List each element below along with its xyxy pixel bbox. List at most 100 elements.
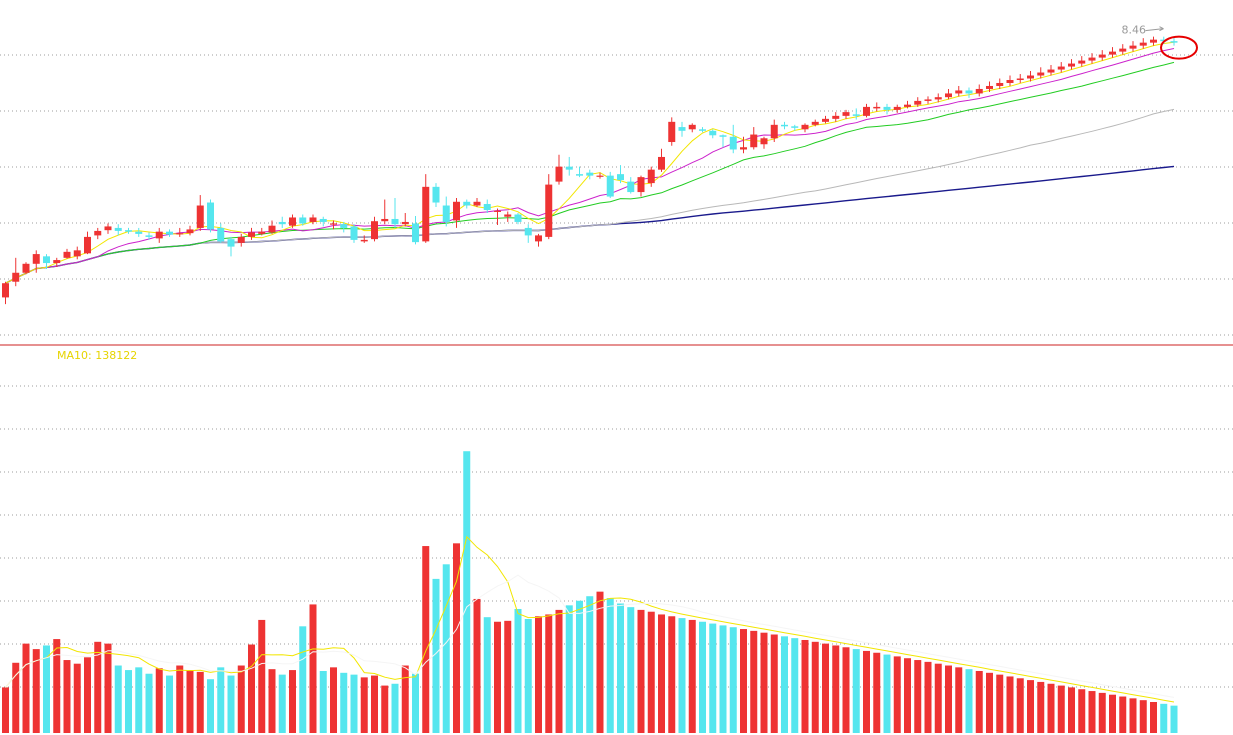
ma120-line bbox=[5, 165, 1175, 284]
candle bbox=[43, 254, 50, 270]
candle-body bbox=[647, 169, 655, 184]
candle bbox=[740, 136, 747, 154]
high-price-arrowhead bbox=[1159, 26, 1164, 32]
candle bbox=[647, 166, 655, 187]
candle bbox=[832, 112, 840, 122]
candle-body bbox=[1109, 51, 1116, 55]
candle-body bbox=[504, 214, 512, 217]
volume-bar bbox=[647, 611, 655, 733]
candle bbox=[914, 97, 922, 107]
volume-bars bbox=[2, 451, 1178, 733]
candle bbox=[1078, 56, 1086, 67]
candle-body bbox=[1098, 54, 1106, 58]
candle bbox=[781, 121, 788, 130]
candle bbox=[1057, 62, 1065, 73]
candle-body bbox=[709, 130, 717, 136]
volume-bar bbox=[555, 609, 563, 733]
candle bbox=[801, 123, 809, 133]
candle bbox=[84, 231, 91, 255]
volume-bar bbox=[155, 668, 163, 733]
volume-bar bbox=[863, 650, 870, 733]
candle-body bbox=[422, 186, 430, 242]
candle-body bbox=[278, 221, 286, 225]
volume-bar bbox=[381, 685, 389, 733]
volume-moving-averages bbox=[5, 535, 1175, 703]
candle bbox=[186, 225, 194, 236]
volume-bar bbox=[53, 639, 61, 733]
volume-bar bbox=[586, 596, 594, 733]
volume-bar bbox=[1068, 687, 1075, 733]
volume-bar bbox=[289, 670, 296, 733]
volume-bar bbox=[1047, 683, 1055, 733]
volume-bar bbox=[463, 451, 471, 733]
volume-bar bbox=[1088, 691, 1096, 733]
candle-body bbox=[1016, 78, 1024, 80]
candle bbox=[114, 224, 122, 236]
candle bbox=[1088, 53, 1096, 64]
volume-bar bbox=[73, 663, 81, 733]
candle-body bbox=[442, 205, 450, 222]
candle bbox=[125, 227, 132, 234]
candle bbox=[1037, 67, 1045, 79]
volume-bar bbox=[822, 643, 829, 733]
candle-body bbox=[104, 226, 112, 231]
volume-bar bbox=[268, 669, 276, 733]
candle-body bbox=[729, 136, 737, 150]
candle bbox=[289, 214, 296, 228]
candle-body bbox=[412, 223, 419, 243]
candle bbox=[955, 85, 963, 97]
candle bbox=[965, 87, 973, 98]
volume-bar bbox=[1057, 685, 1065, 733]
candle-body bbox=[832, 115, 840, 119]
candle-body bbox=[371, 221, 378, 240]
candle bbox=[606, 171, 614, 199]
candle-body bbox=[299, 217, 307, 224]
candle-body bbox=[258, 231, 266, 234]
candle-body bbox=[924, 99, 932, 101]
volume-bar bbox=[801, 639, 809, 733]
candle bbox=[432, 183, 440, 208]
candle-body bbox=[586, 172, 594, 176]
candle-body bbox=[668, 121, 676, 143]
candle bbox=[842, 109, 850, 119]
candle bbox=[350, 224, 358, 243]
candle-body bbox=[514, 214, 522, 222]
candle bbox=[637, 175, 645, 197]
volume-bar bbox=[401, 665, 409, 733]
candle bbox=[1006, 75, 1014, 86]
candle bbox=[401, 212, 409, 227]
candle-body bbox=[391, 218, 399, 225]
candle-body bbox=[606, 175, 614, 197]
candle-body bbox=[319, 218, 327, 222]
ma20-line bbox=[5, 61, 1175, 284]
volume-bar bbox=[258, 619, 266, 733]
candle-body bbox=[63, 251, 71, 258]
volume-bar bbox=[740, 629, 747, 733]
candle bbox=[166, 229, 173, 237]
volume-bar bbox=[473, 598, 481, 733]
candle bbox=[473, 198, 481, 208]
volume-bar bbox=[330, 667, 337, 733]
volume-bar bbox=[442, 564, 450, 733]
candle bbox=[299, 214, 307, 226]
candle-body bbox=[1170, 41, 1178, 43]
candle bbox=[494, 208, 501, 225]
candle bbox=[207, 199, 214, 233]
candle bbox=[873, 102, 881, 112]
volume-bar bbox=[627, 607, 635, 733]
volume-bar bbox=[1139, 700, 1147, 733]
volume-bar bbox=[391, 683, 399, 733]
price-moving-averages bbox=[5, 41, 1175, 284]
volume-bar bbox=[1006, 676, 1014, 733]
candle-body bbox=[904, 104, 911, 107]
candle bbox=[658, 148, 665, 172]
candle bbox=[340, 221, 348, 233]
candle-body bbox=[84, 236, 91, 254]
volume-bar bbox=[22, 643, 30, 733]
volume-ma10-line bbox=[5, 574, 1175, 698]
volume-bar bbox=[1109, 694, 1116, 733]
candle-body bbox=[330, 223, 337, 225]
candle-body bbox=[893, 106, 901, 110]
candle-body bbox=[1057, 66, 1065, 70]
candle-body bbox=[945, 93, 952, 98]
